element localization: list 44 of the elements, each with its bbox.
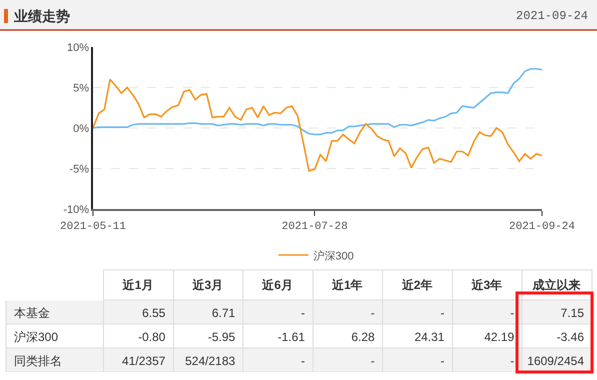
text: -3.46 bbox=[556, 330, 584, 344]
text: 7.15 bbox=[560, 306, 584, 320]
text: 24.31 bbox=[414, 330, 444, 344]
y-tick-label: 10% bbox=[67, 42, 90, 54]
text: 2021-09-24 bbox=[516, 9, 588, 23]
text: 6.28 bbox=[351, 330, 375, 344]
text: - bbox=[370, 354, 375, 368]
chart-title: 业绩走势 bbox=[13, 8, 70, 24]
line-series bbox=[93, 68, 542, 136]
legend-label: 沪深300 bbox=[313, 249, 354, 262]
text: 1609/2454 bbox=[527, 354, 584, 368]
text: -1.61 bbox=[278, 330, 305, 344]
text: - bbox=[510, 306, 514, 320]
category-label: 近3年 bbox=[470, 278, 502, 292]
y-tick-label: 0% bbox=[73, 122, 90, 135]
text: 6.55 bbox=[142, 306, 166, 320]
x-tick-label: 2021-09-24 bbox=[508, 221, 576, 234]
text: - bbox=[300, 354, 305, 368]
category-label: 近2年 bbox=[400, 278, 432, 292]
category-label: 成立以来 bbox=[532, 278, 581, 292]
text: 6.71 bbox=[212, 306, 236, 320]
text: -0.80 bbox=[138, 330, 166, 344]
y-tick-label: 5% bbox=[73, 82, 90, 94]
text: - bbox=[300, 306, 305, 320]
text: 42.19 bbox=[484, 330, 514, 344]
category-label: 同类排名 bbox=[14, 354, 62, 368]
text: 41/2357 bbox=[122, 354, 166, 368]
category-label: 近6月 bbox=[261, 278, 293, 292]
y-tick-label: -5% bbox=[69, 163, 90, 176]
text: - bbox=[370, 306, 375, 320]
x-tick-label: 2021-07-28 bbox=[282, 221, 348, 234]
category-label: 近3月 bbox=[191, 278, 224, 292]
category-label: 本基金 bbox=[14, 306, 50, 320]
category-label: 近1年 bbox=[330, 278, 363, 292]
category-label: 沪深300 bbox=[14, 330, 58, 344]
text: - bbox=[440, 306, 444, 320]
line-series bbox=[93, 78, 542, 172]
x-tick-label: 2021-05-11 bbox=[60, 221, 126, 234]
category-label: 近1月 bbox=[122, 278, 154, 292]
text: - bbox=[510, 354, 514, 368]
text: - bbox=[440, 354, 444, 368]
y-tick-label: -10% bbox=[63, 204, 90, 216]
text: -5.95 bbox=[208, 330, 236, 344]
text: 524/2183 bbox=[185, 354, 236, 368]
